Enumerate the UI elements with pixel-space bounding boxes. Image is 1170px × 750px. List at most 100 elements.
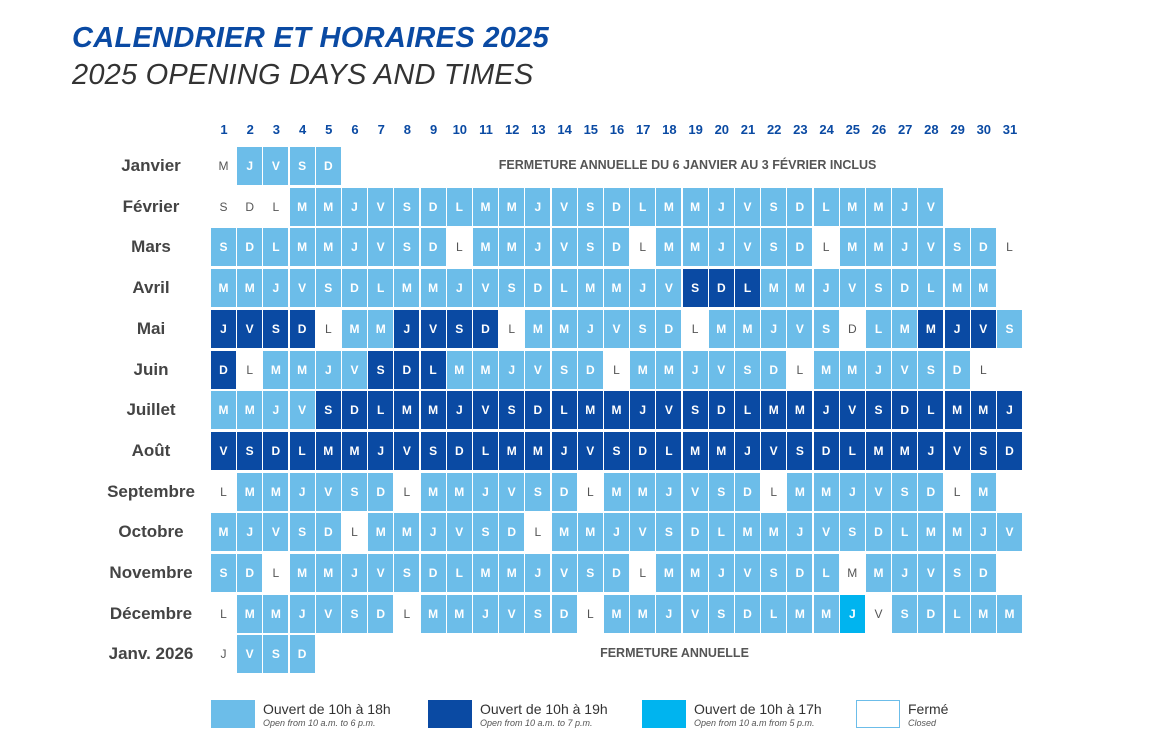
day-cell: S — [211, 554, 236, 592]
day-cell: L — [708, 513, 734, 552]
day-cell: V — [813, 513, 839, 552]
day-cell: D — [604, 228, 629, 267]
day-cell: L — [735, 391, 760, 430]
day-cell: V — [289, 391, 315, 430]
day-cell: L — [263, 228, 289, 267]
day-number-6: 6 — [351, 122, 359, 137]
day-cell: M — [656, 554, 682, 592]
day-cell: D — [525, 391, 551, 430]
day-cell: M — [656, 187, 682, 226]
legend-label: Ouvert de 10h à 17h — [694, 701, 822, 717]
day-cell: D — [918, 472, 944, 511]
day-cell: D — [813, 431, 839, 470]
day-cell: V — [604, 309, 629, 348]
day-number-16: 16 — [609, 122, 625, 137]
day-cell: D — [656, 309, 682, 348]
day-cell: M — [420, 594, 446, 633]
day-cell: L — [473, 431, 498, 470]
day-cell: V — [525, 350, 551, 389]
day-number-4: 4 — [298, 122, 307, 137]
day-cell: D — [473, 309, 498, 348]
day-cell: V — [551, 228, 577, 267]
day-cell: V — [630, 513, 656, 552]
day-cell: V — [656, 391, 682, 430]
day-cell: V — [682, 472, 708, 511]
day-cell: S — [263, 635, 289, 674]
day-cell: M — [420, 269, 446, 308]
day-cell: L — [289, 431, 315, 470]
day-cell: J — [525, 554, 551, 592]
day-cell: S — [918, 350, 944, 389]
day-cell: S — [682, 269, 708, 308]
page-title: CALENDRIER ET HORAIRES 2025 — [72, 22, 550, 54]
day-cell: L — [892, 513, 918, 552]
day-cell: M — [630, 594, 656, 633]
day-cell: V — [866, 472, 891, 511]
day-cell: L — [368, 269, 394, 308]
day-cell: J — [420, 513, 446, 552]
day-cell: M — [263, 472, 289, 511]
day-cell: M — [708, 309, 734, 348]
day-cell: S — [866, 391, 891, 430]
day-cell: M — [787, 472, 813, 511]
day-cell: S — [420, 431, 446, 470]
day-cell: D — [342, 391, 367, 430]
day-cell: M — [866, 228, 891, 267]
day-cell: S — [761, 228, 787, 267]
day-number-26: 26 — [871, 122, 887, 137]
day-cell: V — [211, 431, 236, 470]
day-cell: V — [735, 554, 760, 592]
day-cell: M — [656, 350, 682, 389]
day-cell: M — [997, 594, 1022, 633]
day-cell: J — [342, 187, 367, 226]
day-cell: V — [997, 513, 1022, 552]
day-cell: M — [604, 472, 629, 511]
day-cell: V — [866, 594, 891, 633]
month-label: Avril — [132, 278, 170, 298]
day-cell: M — [787, 594, 813, 633]
day-cell: M — [682, 431, 708, 470]
day-cell: M — [761, 513, 787, 552]
day-cell: M — [237, 472, 263, 511]
day-cell: J — [630, 269, 656, 308]
day-number-2: 2 — [246, 122, 254, 137]
day-cell: L — [237, 350, 263, 389]
day-cell: L — [315, 309, 341, 348]
day-cell: S — [630, 309, 656, 348]
legend-swatch-c — [642, 700, 686, 728]
day-cell: V — [708, 350, 734, 389]
day-cell: M — [420, 472, 446, 511]
day-cell: L — [394, 594, 420, 633]
day-cell: S — [970, 431, 996, 470]
day-cell: M — [604, 269, 629, 308]
day-number-20: 20 — [714, 122, 730, 137]
day-number-19: 19 — [688, 122, 703, 137]
day-cell: M — [499, 187, 525, 226]
day-cell: J — [787, 513, 813, 552]
day-cell: D — [708, 269, 734, 308]
day-number-24: 24 — [819, 122, 834, 137]
day-cell: M — [813, 594, 839, 633]
day-cell: S — [315, 269, 341, 308]
day-cell: L — [446, 187, 472, 226]
day-cell: M — [551, 513, 577, 552]
day-cell: M — [289, 350, 315, 389]
day-cell: M — [446, 350, 472, 389]
day-cell: M — [839, 187, 865, 226]
day-cell: J — [708, 187, 734, 226]
day-cell: M — [735, 309, 760, 348]
day-cell: L — [787, 350, 813, 389]
day-cell: L — [446, 228, 472, 267]
day-cell: V — [918, 187, 944, 226]
day-cell: M — [263, 350, 289, 389]
day-cell: M — [630, 472, 656, 511]
day-cell: M — [368, 309, 394, 348]
day-cell: V — [368, 187, 394, 226]
day-cell: J — [211, 635, 236, 674]
annual-closure-note: FERMETURE ANNUELLE — [600, 646, 749, 661]
day-cell: S — [289, 147, 315, 185]
day-cell: D — [342, 269, 367, 308]
day-number-5: 5 — [325, 122, 333, 137]
day-cell: V — [499, 594, 525, 633]
day-cell: D — [892, 391, 918, 430]
